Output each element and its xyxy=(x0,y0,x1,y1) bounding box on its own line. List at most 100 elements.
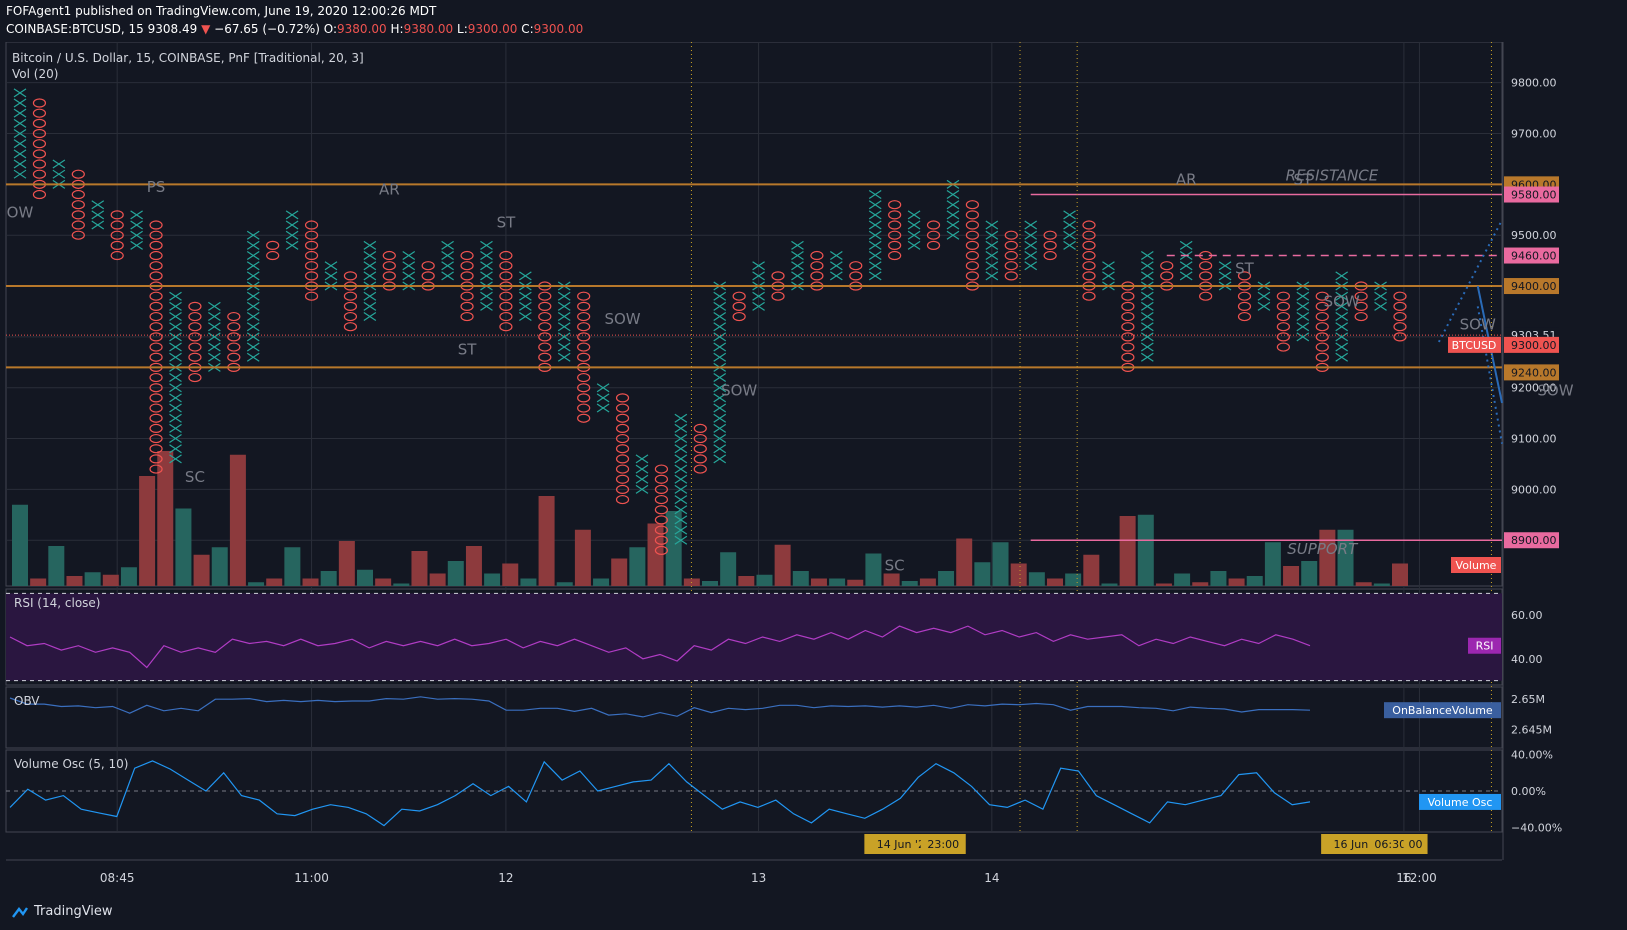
pnf-column-o xyxy=(1276,291,1290,352)
pnf-o-box xyxy=(71,169,85,179)
pnf-column-o xyxy=(266,240,280,261)
pnf-x-box xyxy=(1140,301,1154,311)
pnf-x-box xyxy=(441,271,454,281)
pnf-x-box xyxy=(791,271,804,281)
pnf-o-box xyxy=(771,291,785,301)
pnf-o-box xyxy=(149,413,163,423)
pnf-o-box xyxy=(577,291,591,301)
pnf-column-x xyxy=(169,291,182,464)
volume-bar xyxy=(139,476,156,586)
pnf-o-box xyxy=(615,474,630,484)
pnf-x-box xyxy=(246,261,260,271)
pnf-column-x xyxy=(674,413,688,545)
volume-bar xyxy=(1192,582,1209,586)
volume-bar xyxy=(1319,529,1336,586)
volume-bar xyxy=(1119,516,1136,586)
pnf-x-box xyxy=(557,352,571,362)
pnf-o-box xyxy=(965,200,979,210)
pnf-o-box xyxy=(1043,250,1057,261)
indicator-axis-label: 0.00% xyxy=(1511,785,1546,798)
resistance-label: RESISTANCE xyxy=(1286,166,1379,184)
wyckoff-label: SC xyxy=(885,557,905,575)
pnf-o-box xyxy=(615,433,630,444)
pnf-x-box xyxy=(324,271,338,281)
high-value: 9380.00 xyxy=(403,22,454,36)
volume-tag-bg xyxy=(1451,557,1501,573)
pnf-o-box xyxy=(732,291,746,301)
pnf-column-o xyxy=(732,291,746,322)
pnf-x-box xyxy=(363,240,377,250)
pnf-x-box xyxy=(713,312,727,322)
volume-bar xyxy=(665,511,682,586)
pnf-column-x xyxy=(91,200,105,230)
pnf-column-o xyxy=(693,423,707,474)
support-label: SUPPORT xyxy=(1287,540,1359,558)
volume-bar xyxy=(556,582,573,586)
pnf-o-box xyxy=(810,261,824,271)
pnf-x-box xyxy=(713,373,727,383)
pnf-x-box xyxy=(868,230,882,240)
pnf-o-box xyxy=(1082,230,1096,240)
volume-bar xyxy=(284,547,301,586)
pnf-o-box xyxy=(1121,311,1135,322)
pnf-x-box xyxy=(13,129,27,139)
pnf-x-box xyxy=(946,200,960,210)
volume-bar xyxy=(774,544,791,586)
volume-bar xyxy=(393,583,410,586)
pnf-x-box xyxy=(1140,352,1154,362)
time-flag-text: 23:00 xyxy=(927,838,959,851)
pnf-x-box xyxy=(946,210,960,220)
tradingview-logo[interactable]: TradingView xyxy=(10,904,113,919)
symbol-text[interactable]: COINBASE:BTCUSD, 15 xyxy=(6,22,144,36)
pnf-x-box xyxy=(246,291,260,301)
pnf-x-box xyxy=(674,423,688,433)
pnf-x-box xyxy=(169,454,182,464)
pnf-o-box xyxy=(888,220,902,230)
pnf-o-box xyxy=(693,454,707,464)
pnf-x-box xyxy=(674,484,688,494)
pnf-x-box xyxy=(13,149,27,159)
time-axis-label: 11:00 xyxy=(294,871,329,885)
pnf-x-box xyxy=(1335,342,1349,352)
pnf-o-box xyxy=(849,261,863,271)
low-label: L: xyxy=(457,22,468,36)
pnf-o-box xyxy=(1354,301,1368,311)
pnf-x-box xyxy=(1179,240,1193,250)
wyckoff-label: OW xyxy=(7,203,34,221)
pnf-o-box xyxy=(1004,230,1018,240)
volume-bar xyxy=(1337,529,1354,586)
volume-bar xyxy=(1373,583,1390,586)
pnf-column-x xyxy=(596,383,610,413)
pnf-o-box xyxy=(1004,240,1018,250)
pnf-column-x xyxy=(1335,271,1349,362)
pnf-column-x xyxy=(285,210,299,250)
pnf-x-box xyxy=(519,271,532,281)
pnf-o-box xyxy=(1121,291,1135,301)
pnf-column-x xyxy=(985,220,999,281)
volume-bar xyxy=(702,581,718,586)
pnf-o-box xyxy=(693,423,707,433)
pnf-o-box xyxy=(32,159,47,169)
pnf-column-o xyxy=(304,220,319,301)
pnf-o-box xyxy=(965,261,979,271)
pnf-x-box xyxy=(519,301,532,311)
pnf-o-box xyxy=(1004,271,1018,281)
pnf-column-x xyxy=(752,261,765,311)
pnf-o-box xyxy=(1315,352,1329,362)
pnf-o-box xyxy=(615,494,630,505)
pnf-x-box xyxy=(1140,291,1154,301)
pnf-o-box xyxy=(1121,342,1135,352)
pnf-o-box xyxy=(926,220,941,230)
pnf-x-box xyxy=(1335,332,1349,342)
price-axis-label: 9200.00 xyxy=(1511,382,1557,395)
volume-bar xyxy=(1283,566,1300,586)
volume-bar xyxy=(1101,583,1118,586)
pnf-x-box xyxy=(1296,332,1310,342)
pnf-o-box xyxy=(654,474,669,484)
volume-bar xyxy=(829,578,846,586)
pnf-o-box xyxy=(1276,301,1290,311)
volume-bar xyxy=(411,551,428,586)
pnf-column-x xyxy=(441,240,454,281)
volume-bar xyxy=(611,558,628,586)
